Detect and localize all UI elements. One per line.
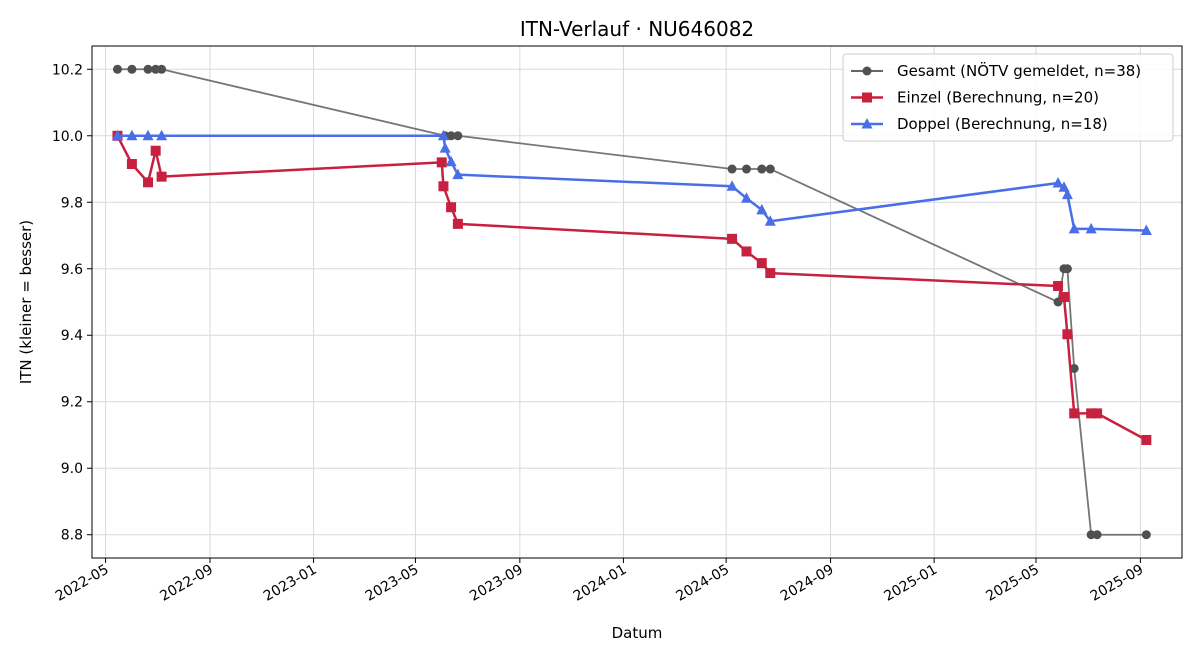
y-tick-label: 9.8: [61, 195, 83, 211]
data-point: [1053, 281, 1064, 292]
y-tick-label: 8.8: [61, 528, 83, 544]
y-tick-label: 9.6: [61, 262, 83, 278]
data-point: [126, 129, 138, 141]
data-point: [741, 246, 752, 257]
y-tick-label: 9.2: [61, 395, 83, 411]
y-tick-label: 10.0: [52, 129, 83, 145]
data-point: [756, 258, 767, 269]
legend-frame: [842, 53, 1174, 142]
data-point: [1062, 329, 1073, 340]
data-point: [726, 180, 738, 191]
data-point: [438, 181, 449, 192]
data-point: [1059, 292, 1070, 303]
series-circle: [112, 64, 1151, 540]
data-point: [1141, 434, 1152, 445]
data-point: [453, 131, 463, 141]
data-point: [1092, 530, 1102, 540]
data-point: [437, 129, 449, 141]
data-point: [156, 129, 168, 141]
data-point: [764, 215, 776, 226]
data-point: [156, 171, 167, 182]
legend: Gesamt (NÖTV gemeldet, n=38) Einzel (Bere…: [842, 53, 1174, 142]
data-point: [1068, 222, 1080, 234]
data-point: [1069, 408, 1080, 419]
y-tick-label: 9.0: [61, 461, 83, 477]
legend-label: Gesamt (NÖTV gemeldet, n=38): [897, 61, 1141, 80]
legend-marker: [862, 92, 872, 103]
x-axis-label: Datum: [612, 624, 663, 642]
data-point: [127, 64, 137, 74]
series-square: [112, 130, 1152, 445]
data-point: [1086, 408, 1097, 419]
data-point: [439, 142, 451, 153]
data-point: [143, 177, 154, 188]
data-point: [452, 168, 464, 180]
data-point: [1140, 224, 1152, 236]
data-point: [1062, 264, 1072, 274]
data-point: [1069, 363, 1079, 373]
data-point: [1092, 408, 1103, 419]
data-point: [757, 164, 767, 174]
data-point: [727, 164, 737, 174]
legend-label: Doppel (Berechnung, n=18): [897, 115, 1108, 133]
data-point: [436, 157, 447, 168]
data-point: [1058, 181, 1070, 192]
legend-marker: [861, 118, 873, 129]
data-point: [446, 131, 456, 141]
data-point: [1085, 222, 1097, 234]
series-layer: [111, 64, 1152, 540]
data-point: [157, 64, 167, 74]
data-point: [756, 203, 768, 215]
data-point: [741, 192, 753, 203]
y-tick-label: 9.4: [61, 328, 83, 344]
legend-label: Einzel (Berechnung, n=20): [897, 89, 1099, 107]
data-point: [111, 129, 123, 141]
data-point: [765, 164, 775, 174]
data-point: [445, 155, 457, 167]
data-point: [150, 145, 161, 156]
data-point: [112, 64, 122, 74]
y-axis-ticks: 8.8 9.0 9.2 9.4 9.6 9.8 10.0 10.2: [52, 62, 92, 544]
data-point: [142, 129, 154, 141]
y-axis-label: ITN (kleiner = besser): [17, 220, 35, 384]
data-point: [1052, 176, 1064, 188]
data-point: [765, 268, 776, 279]
data-point: [1061, 188, 1073, 200]
plot-area-frame: [91, 45, 1183, 559]
chart-title: ITN-Verlauf · NU646082: [520, 17, 754, 41]
data-point: [446, 202, 457, 213]
y-tick-label: 10.2: [52, 62, 83, 78]
data-point: [1141, 530, 1151, 540]
series-triangle: [111, 129, 1152, 236]
data-point: [727, 233, 738, 244]
data-point: [742, 164, 752, 174]
data-point: [143, 64, 153, 74]
legend-marker: [862, 66, 872, 76]
data-point: [126, 159, 137, 170]
data-point: [452, 218, 463, 229]
